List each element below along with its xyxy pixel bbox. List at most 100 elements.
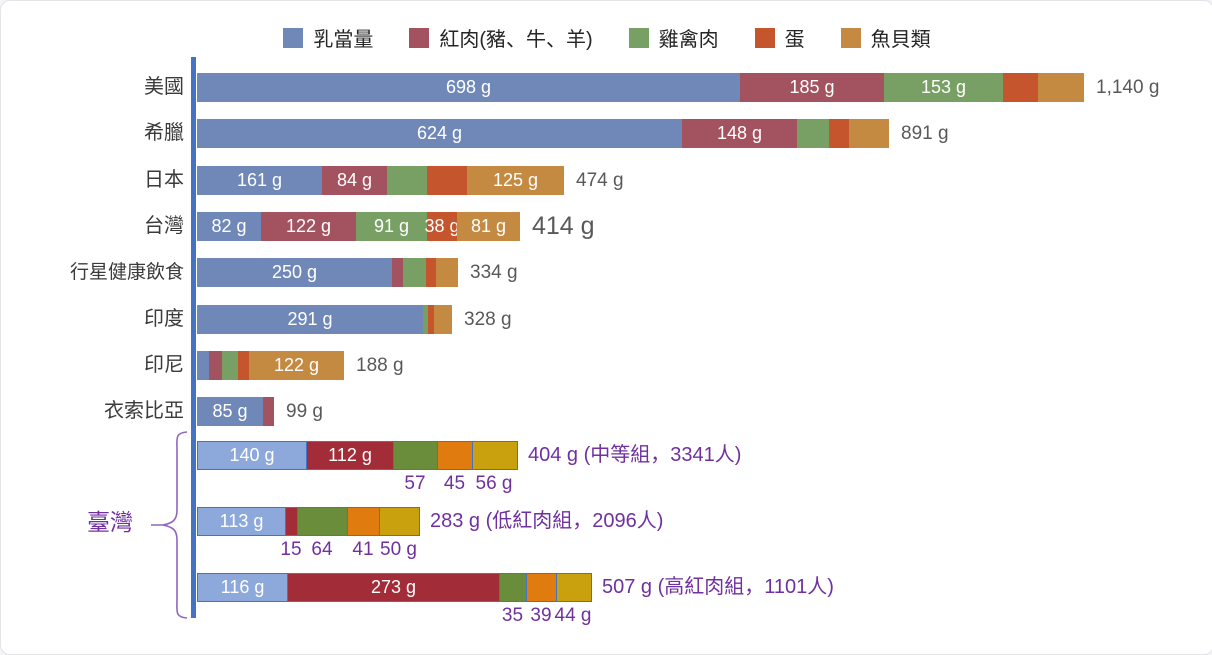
bar-row: 衣索比亞 85 g	[1, 397, 1212, 426]
bar-segment-egg: 38 g	[424, 212, 460, 241]
bar-segment-poultry	[394, 442, 438, 469]
segment-label: 122 g	[273, 355, 320, 375]
legend-swatch-dairy	[283, 27, 304, 48]
bar-segment-poultry	[500, 574, 527, 601]
total-label: 188 g	[356, 355, 404, 376]
bar-segment-egg	[426, 258, 436, 287]
below-label: 41	[352, 539, 374, 560]
legend-label-poultry: 雞禽肉	[658, 29, 719, 51]
bar-row: 美國 698 g 185 g 153 g	[1, 73, 1212, 102]
segment-label: 113 g	[219, 511, 264, 531]
bar-segment-dairy: 82 g	[197, 212, 261, 241]
bar-segment-egg	[428, 305, 434, 334]
below-label: 64	[311, 539, 333, 560]
segment-label: 122 g	[285, 216, 332, 236]
bar-segment-fish	[849, 119, 889, 148]
bar: 85 g	[197, 397, 274, 426]
bar-segment-poultry	[403, 258, 426, 287]
segment-label: 273 g	[370, 577, 417, 597]
bar: 113 g	[197, 507, 420, 536]
bar-segment-dairy: 250 g	[197, 258, 392, 287]
total-label: 474 g	[576, 170, 624, 191]
legend-label-egg: 蛋	[784, 29, 805, 51]
segment-label: 250 g	[271, 262, 318, 282]
bar-segment-dairy: 624 g	[197, 119, 682, 148]
segment-label: 112 g	[328, 445, 372, 465]
legend-item-egg: 蛋	[754, 23, 805, 52]
segment-label: 291 g	[287, 309, 333, 329]
annotation-label: 404 g (中等組，3341人)	[528, 444, 742, 466]
segment-label: 82 g	[211, 216, 247, 236]
legend-label-fish: 魚貝類	[870, 29, 931, 51]
bar: 116 g 273 g	[197, 573, 592, 602]
bar-segment-fish: 122 g	[249, 351, 344, 380]
row-label: 日本	[144, 169, 184, 191]
legend-item-fish: 魚貝類	[840, 23, 931, 52]
below-label: 57	[404, 473, 426, 494]
annotation-label: 507 g (高紅肉組，1101人)	[602, 576, 834, 598]
segment-label: 148 g	[716, 123, 763, 143]
bar-segment-fish	[473, 442, 517, 469]
bar-segment-red_meat: 148 g	[682, 119, 797, 148]
total-label: 99 g	[286, 401, 323, 422]
bar: 698 g 185 g 153 g	[197, 73, 1084, 102]
bar-segment-red_meat: 185 g	[740, 73, 884, 102]
legend-label-red_meat: 紅肉(豬、牛、羊)	[439, 29, 593, 51]
taiwan-bracket	[151, 431, 188, 619]
row-label: 美國	[144, 76, 184, 98]
bar-row: 印尼 122 g	[1, 351, 1212, 380]
bar-segment-red_meat: 84 g	[322, 166, 387, 195]
legend-swatch-red_meat	[409, 27, 430, 48]
total-label: 414 g	[532, 212, 595, 240]
bar-segment-fish	[380, 508, 419, 535]
annotation-label: 283 g (低紅肉組，2096人)	[430, 510, 664, 532]
bar-segment-fish	[557, 574, 591, 601]
below-label: 15	[280, 539, 302, 560]
bar-segment-dairy: 116 g	[198, 574, 288, 601]
bar-segment-dairy: 698 g	[197, 73, 740, 102]
legend-item-poultry: 雞禽肉	[628, 23, 719, 52]
segment-label: 85 g	[212, 401, 248, 421]
bar-segment-egg	[1003, 73, 1038, 102]
row-label: 台灣	[144, 215, 184, 237]
bar-segment-dairy: 291 g	[197, 305, 423, 334]
bar-segment-fish	[434, 305, 452, 334]
bar-segment-dairy: 85 g	[197, 397, 263, 426]
segment-label: 140 g	[229, 445, 275, 465]
bar-row: 台灣 82 g 122 g 91 g 38 g 81 g	[1, 212, 1212, 241]
bar-segment-poultry	[423, 305, 428, 334]
bar-segment-red_meat	[392, 258, 403, 287]
bar-segment-red_meat: 122 g	[261, 212, 356, 241]
bar-segment-fish: 81 g	[457, 212, 520, 241]
legend-swatch-fish	[840, 27, 861, 48]
bar-segment-egg	[238, 351, 249, 380]
bar: 122 g	[197, 351, 344, 380]
row-label: 印度	[144, 308, 184, 330]
segment-label: 185 g	[789, 77, 835, 97]
bar: 161 g 84 g 125 g	[197, 166, 564, 195]
bar: 291 g	[197, 305, 452, 334]
bar-segment-poultry	[387, 166, 427, 195]
bar-segment-egg	[438, 442, 473, 469]
taiwan-bracket-label: 臺灣	[87, 510, 133, 536]
segment-label: 116 g	[220, 577, 265, 597]
bar-segment-poultry	[298, 508, 348, 535]
segment-label: 125 g	[492, 170, 539, 190]
segment-label: 91 g	[373, 216, 410, 236]
bar-segment-poultry	[222, 351, 238, 380]
bar-segment-poultry: 153 g	[884, 73, 1003, 102]
below-label: 45	[443, 473, 466, 494]
bar-row: 116 g 273 g	[1, 573, 1212, 602]
bar-segment-dairy: 161 g	[197, 166, 322, 195]
legend-item-dairy: 乳當量	[283, 23, 373, 52]
bar-segment-egg	[527, 574, 557, 601]
segment-label: 38 g	[424, 216, 460, 236]
segment-label: 81 g	[470, 216, 507, 236]
bar-segment-red_meat: 112 g	[307, 442, 394, 469]
bar-segment-poultry: 91 g	[356, 212, 427, 241]
bar-row: 希臘 624 g 148 g	[1, 119, 1212, 148]
bar-segment-red_meat	[286, 508, 298, 535]
row-label: 希臘	[144, 122, 184, 144]
bar: 250 g	[197, 258, 458, 287]
